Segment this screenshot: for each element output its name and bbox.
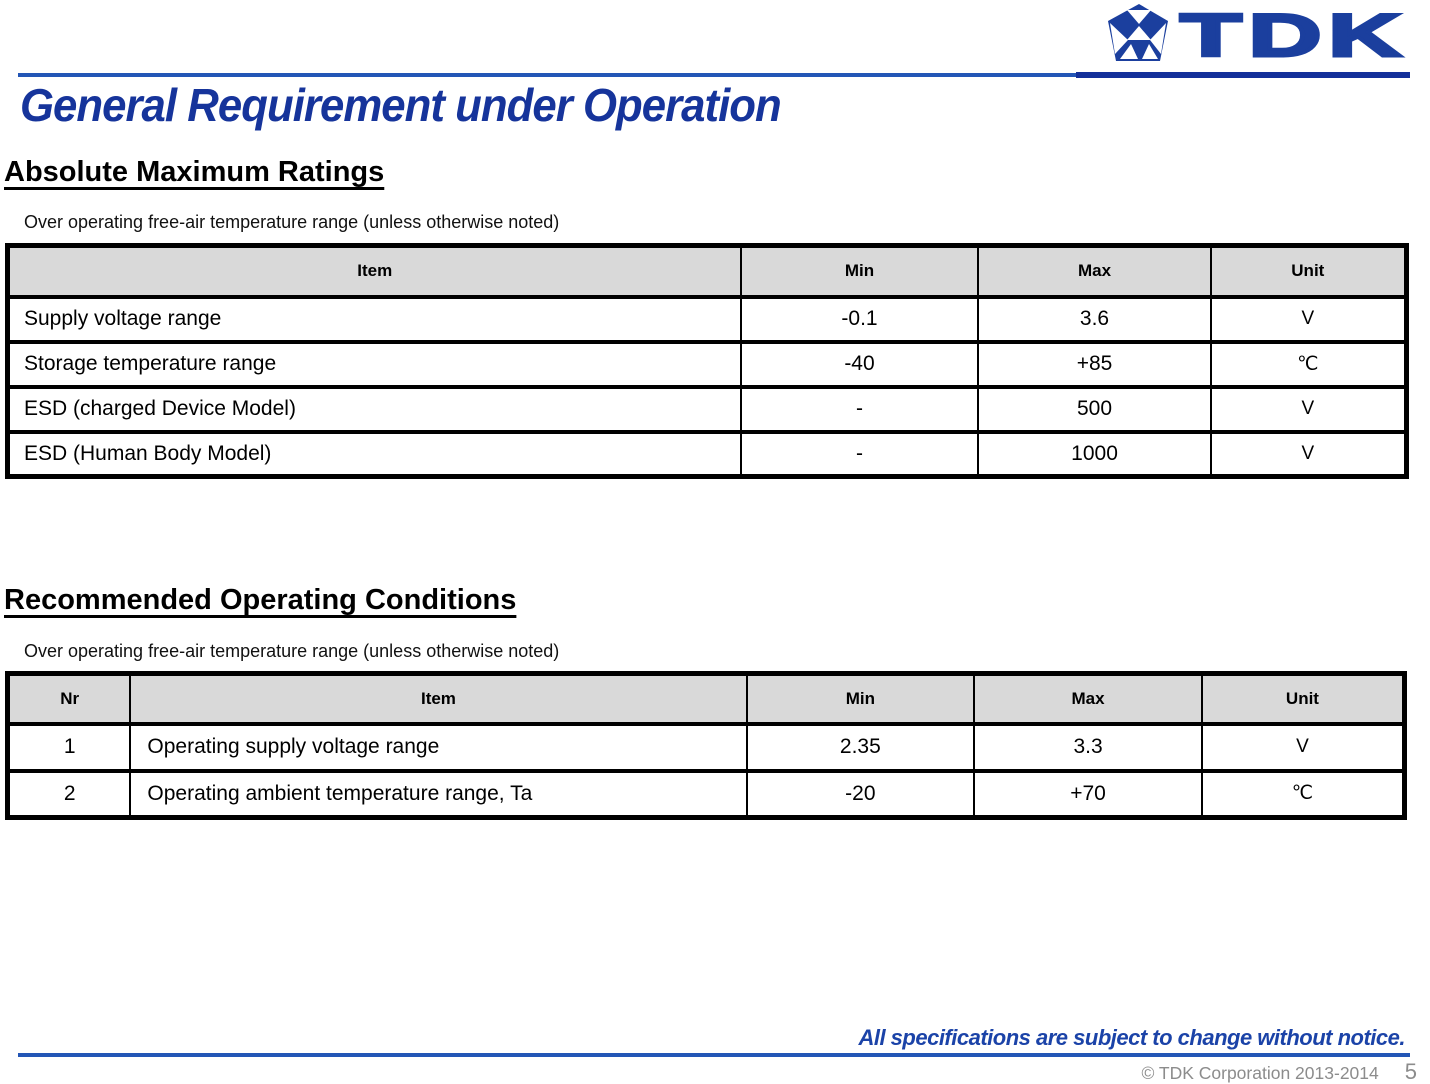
table-cell: 500 (977, 384, 1212, 433)
table-cell: V (1209, 294, 1408, 343)
absolute-maximum-ratings-table: Item Min Max Unit Supply voltage range -0.1 3… (5, 243, 1409, 479)
table-cell: Operating ambient temperature range, Ta (129, 768, 748, 819)
table-cell: - (739, 429, 980, 478)
table-cell: -0.1 (739, 294, 980, 343)
footer-notice: All specifications are subject to change… (858, 1025, 1405, 1050)
table-cell: 2 (6, 768, 132, 819)
column-header: Item (6, 244, 742, 299)
table-cell: -40 (739, 339, 980, 388)
recommended-operating-conditions-table: Nr Item Min Max Unit 1 Operating supply volta… (5, 671, 1407, 820)
column-header: Item (129, 672, 748, 726)
page-number: 5 (1404, 1059, 1417, 1084)
table-cell: Supply voltage range (6, 294, 742, 343)
header-rule-dark-segment (1076, 72, 1410, 78)
table-cell: +70 (973, 768, 1203, 819)
column-header: Max (973, 672, 1203, 726)
column-header: Min (745, 672, 976, 726)
table-cell: ℃ (1209, 339, 1408, 388)
table-cell: ESD (Human Body Model) (6, 429, 742, 478)
table-cell: Operating supply voltage range (129, 721, 748, 772)
table-cell: ESD (charged Device Model) (6, 384, 742, 433)
footer-rule (18, 1053, 1410, 1057)
table-cell: ℃ (1200, 768, 1406, 819)
column-header: Unit (1200, 672, 1406, 726)
section-heading-absolute-maximum-ratings: Absolute Maximum Ratings (4, 156, 385, 188)
table-cell: -20 (745, 768, 976, 819)
table-note-recommended-operating-conditions: Over operating free-air temperature rang… (24, 641, 560, 661)
tdk-hexagon-mark (1108, 4, 1168, 61)
table-cell: V (1209, 429, 1408, 478)
copyright-text: © TDK Corporation 2013-2014 (1141, 1063, 1379, 1083)
table-row: ESD (Human Body Model) -1000 V (6, 429, 1408, 478)
table-cell: - (739, 384, 980, 433)
table-header: Item Min Max Unit (6, 244, 1408, 299)
table-cell: 1 (6, 721, 132, 772)
table-cell: 1000 (977, 429, 1212, 478)
table-row: 1 Operating supply voltage range 2.35 3.3 V (6, 721, 1406, 772)
table-cell: Storage temperature range (6, 339, 742, 388)
tdk-logo-text: TDK (1180, 3, 1408, 65)
table-cell: 3.6 (977, 294, 1212, 343)
table-cell: 3.3 (973, 721, 1203, 772)
tdk-logo: TDK (1108, 3, 1408, 65)
table-row: 2 Operating ambient temperature range, Ta… (6, 768, 1406, 819)
table-cell: V (1209, 384, 1408, 433)
footer-credit-row: © TDK Corporation 2013-2014 5 (1141, 1059, 1417, 1084)
table-note-absolute-maximum-ratings: Over operating free-air temperature rang… (24, 212, 560, 232)
header-rule (18, 73, 1410, 77)
table-header: Nr Item Min Max Unit (6, 672, 1406, 726)
column-header: Unit (1209, 244, 1408, 299)
column-header: Nr (6, 672, 132, 726)
table-row: ESD (charged Device Model) -500 V (6, 384, 1408, 433)
table-row: Supply voltage range -0.1 3.6 V (6, 294, 1408, 343)
column-header: Min (739, 244, 980, 299)
table-cell: +85 (977, 339, 1212, 388)
section-heading-recommended-operating-conditions: Recommended Operating Conditions (4, 584, 517, 616)
table-cell: V (1200, 721, 1406, 772)
page-title: General Requirement under Operation (20, 79, 782, 131)
table-row: Storage temperature range -40 +85 ℃ (6, 339, 1408, 388)
column-header: Max (977, 244, 1212, 299)
table-cell: 2.35 (745, 721, 976, 772)
